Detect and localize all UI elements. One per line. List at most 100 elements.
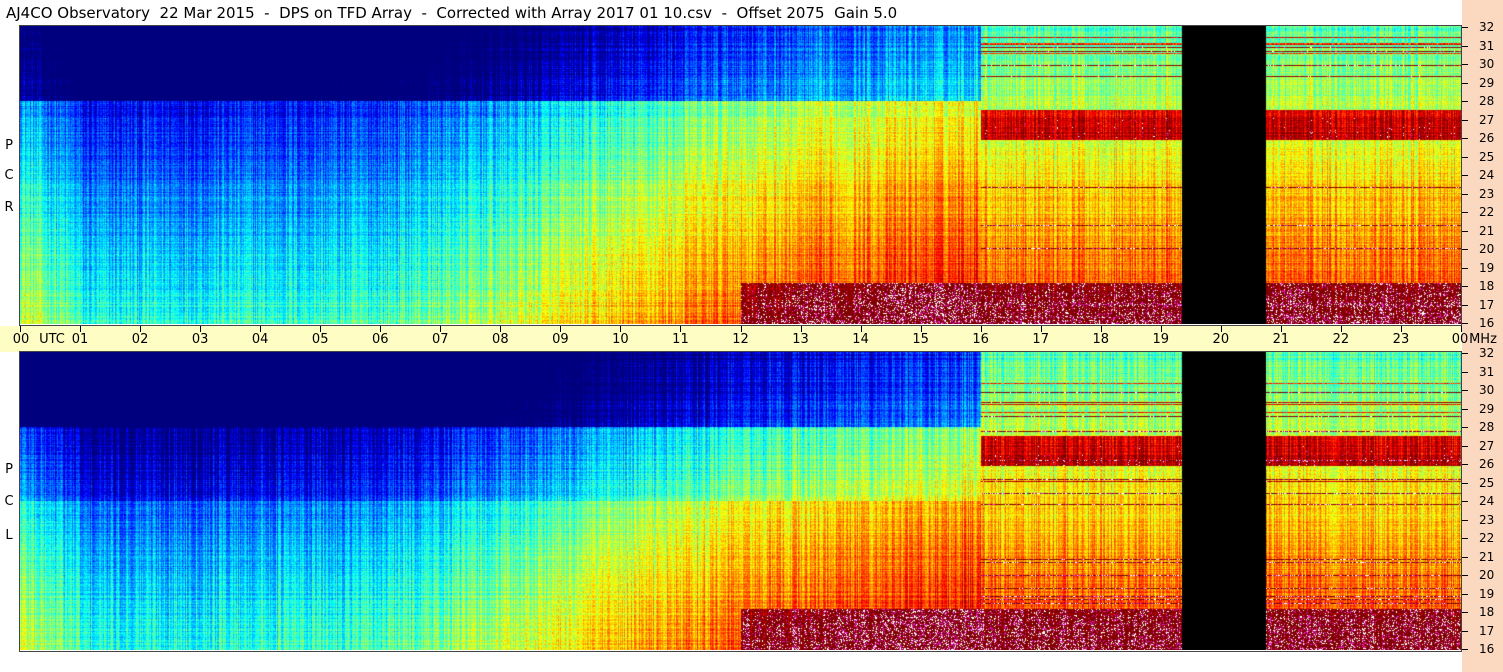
frequency-tick-mark [1462, 138, 1468, 139]
frequency-tick-label: 23 [1479, 512, 1495, 527]
time-tick-mark [1160, 326, 1162, 332]
time-tick-label: 00 [12, 332, 30, 347]
frequency-tick-label: 20 [1479, 242, 1495, 256]
time-tick-mark [920, 326, 922, 332]
chart-title: AJ4CO Observatory 22 Mar 2015 - DPS on T… [6, 4, 898, 22]
frequency-tick-label: 27 [1479, 112, 1495, 127]
time-tick-mark [260, 326, 262, 332]
frequency-tick-mark [1462, 82, 1468, 84]
frequency-tick-label: 29 [1479, 401, 1495, 416]
frequency-tick-label: 25 [1479, 475, 1495, 490]
frequency-tick-mark [1462, 45, 1468, 47]
time-tick-mark [440, 326, 442, 332]
frequency-tick-label: 17 [1479, 623, 1495, 638]
frequency-tick-label: 22 [1479, 205, 1495, 219]
frequency-tick-mark [1462, 304, 1468, 306]
frequency-tick-label: 28 [1479, 94, 1495, 108]
time-tick-mark [20, 326, 21, 332]
time-tick-mark [320, 326, 322, 332]
time-tick-mark [80, 326, 82, 332]
frequency-tick-mark [1462, 519, 1468, 521]
frequency-tick-mark [1462, 464, 1468, 465]
frequency-tick-label: 19 [1479, 586, 1495, 601]
time-tick-label: 18 [1092, 332, 1110, 347]
frequency-tick-label: 30 [1479, 57, 1495, 71]
frequency-tick-mark [1462, 212, 1468, 213]
time-tick-label: 23 [1392, 332, 1410, 347]
frequency-tick-mark [1462, 390, 1468, 391]
time-tick-label: 03 [191, 332, 209, 347]
time-tick-label: 21 [1272, 332, 1290, 347]
frequency-tick-label: 21 [1479, 549, 1495, 564]
time-tick-mark [500, 326, 502, 332]
frequency-unit-label: MHz [1469, 332, 1497, 347]
frequency-tick-mark [1462, 156, 1468, 158]
frequency-tick-mark [1462, 538, 1468, 539]
frequency-tick-label: 32 [1479, 20, 1495, 34]
time-tick-label: 07 [432, 332, 449, 347]
frequency-tick-label: 31 [1479, 38, 1495, 53]
time-tick-mark [800, 326, 802, 332]
lcp-label-letter-2: C [4, 494, 14, 509]
frequency-tick-label: 20 [1479, 568, 1495, 582]
frequency-tick-mark [1462, 575, 1468, 576]
spectrogram-lcp-canvas [20, 352, 1461, 650]
frequency-tick-mark [1462, 482, 1468, 484]
frequency-tick-label: 24 [1479, 168, 1495, 182]
frequency-tick-mark [1462, 445, 1468, 447]
time-tick-mark [380, 326, 382, 332]
time-tick-mark [1100, 326, 1102, 332]
time-tick-mark [1280, 326, 1282, 332]
frequency-tick-label: 17 [1479, 297, 1495, 312]
time-unit-label: UTC [39, 332, 65, 347]
frequency-tick-mark [1462, 101, 1468, 102]
frequency-tick-label: 19 [1479, 260, 1495, 275]
frequency-axis-rcp: 32 31 30 29 28 27 26 25 24 23 22 21 20 19 18 17 16 [1462, 20, 1503, 330]
time-tick-label: 11 [672, 332, 689, 347]
frequency-tick-label: 28 [1479, 420, 1495, 434]
frequency-tick-mark [1462, 649, 1468, 650]
time-tick-mark [1400, 326, 1402, 332]
time-tick-label: 04 [251, 332, 269, 347]
frequency-tick-label: 18 [1479, 279, 1495, 293]
time-tick-mark [1040, 326, 1042, 332]
frequency-tick-label: 18 [1479, 605, 1495, 619]
time-tick-label: 01 [71, 332, 89, 347]
time-tick-mark [560, 326, 562, 332]
frequency-tick-label: 29 [1479, 75, 1495, 90]
frequency-tick-mark [1462, 286, 1468, 287]
frequency-tick-label: 32 [1479, 346, 1495, 360]
frequency-tick-label: 16 [1479, 642, 1495, 656]
time-tick-label: 17 [1032, 332, 1049, 347]
time-tick-mark [980, 326, 982, 332]
frequency-tick-label: 21 [1479, 223, 1495, 238]
frequency-tick-label: 26 [1479, 457, 1495, 471]
time-tick-label: 16 [972, 332, 989, 347]
lcp-label-letter-3: L [5, 528, 13, 543]
time-tick-label: 09 [552, 332, 569, 347]
time-tick-mark [140, 326, 142, 332]
time-tick-label: 08 [492, 332, 509, 347]
time-tick-label: 20 [1212, 332, 1230, 347]
frequency-tick-mark [1462, 249, 1468, 250]
rcp-label-letter-1: P [5, 138, 13, 153]
time-tick-mark [680, 326, 682, 332]
time-tick-label: 05 [311, 332, 329, 347]
frequency-tick-mark [1462, 612, 1468, 613]
frequency-tick-label: 24 [1479, 494, 1495, 508]
time-tick-label: 06 [371, 332, 389, 347]
time-tick-mark [1220, 326, 1222, 332]
time-tick-label: 10 [612, 332, 629, 347]
frequency-tick-mark [1462, 193, 1468, 195]
time-tick-mark [1461, 326, 1462, 332]
frequency-tick-mark [1462, 427, 1468, 428]
time-axis-left-cap [0, 326, 20, 352]
frequency-tick-mark [1462, 175, 1468, 176]
rcp-label-letter-2: C [4, 168, 14, 183]
frequency-tick-label: 26 [1479, 131, 1495, 145]
spectrogram-rcp [20, 26, 1461, 324]
time-tick-label: 02 [131, 332, 149, 347]
frequency-tick-label: 31 [1479, 364, 1495, 379]
spectrogram-rcp-canvas [20, 26, 1461, 324]
frequency-axis-lcp: 32 31 30 29 28 27 26 25 24 23 22 21 20 19 18 17 16 [1462, 346, 1503, 656]
